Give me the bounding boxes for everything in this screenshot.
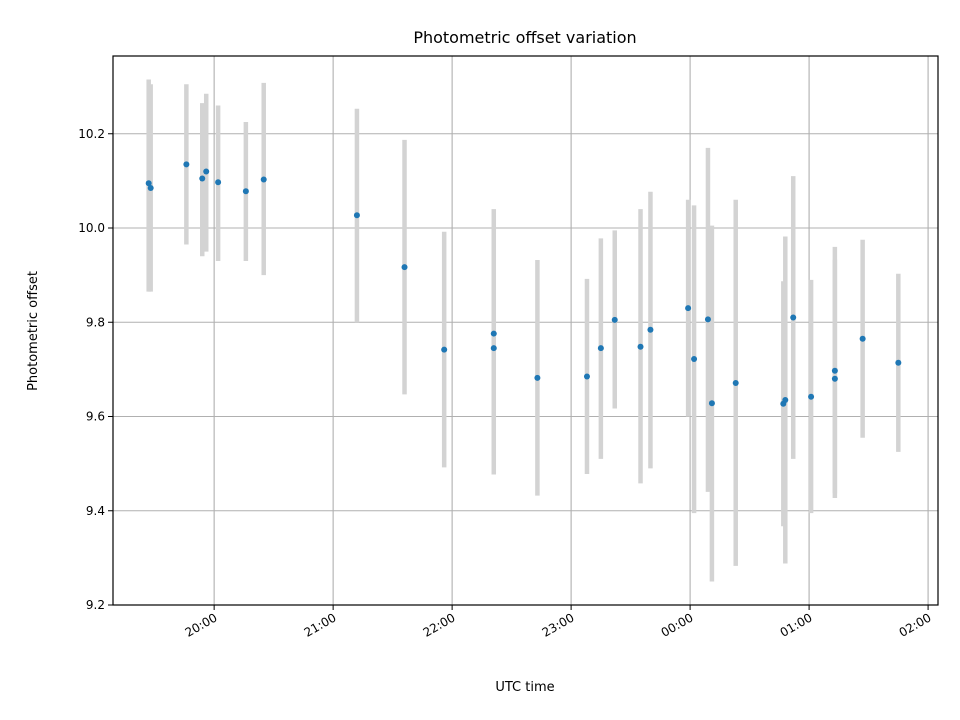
data-point xyxy=(831,367,838,374)
chart-title: Photometric offset variation xyxy=(413,28,636,47)
data-point xyxy=(203,168,210,175)
data-point xyxy=(199,175,206,182)
x-axis-label: UTC time xyxy=(495,680,554,695)
data-point xyxy=(732,380,739,387)
y-axis-ticks: 9.2 9.4 9.6 9.8 10.0 10.2 xyxy=(78,127,113,612)
data-point xyxy=(242,188,249,195)
data-point xyxy=(790,314,797,321)
y-tick-label: 9.6 xyxy=(86,410,105,424)
data-point xyxy=(145,180,152,187)
y-tick-label: 9.4 xyxy=(86,504,105,518)
data-markers xyxy=(145,161,902,407)
data-point xyxy=(708,400,715,407)
y-axis-label: Photometric offset xyxy=(26,271,41,391)
data-point xyxy=(808,393,815,400)
data-point xyxy=(260,176,267,183)
data-point xyxy=(859,335,866,342)
data-point xyxy=(441,346,448,353)
data-point xyxy=(490,330,497,337)
data-point xyxy=(691,356,698,363)
data-point xyxy=(597,345,604,352)
data-point xyxy=(183,161,190,168)
data-point xyxy=(831,375,838,382)
data-point xyxy=(353,212,360,219)
y-tick-label: 10.2 xyxy=(78,127,105,141)
y-tick-label: 10.0 xyxy=(78,221,105,235)
data-point xyxy=(637,343,644,350)
data-point xyxy=(704,316,711,323)
data-point xyxy=(782,397,789,404)
y-tick-label: 9.8 xyxy=(86,315,105,329)
axes-frame xyxy=(112,55,939,606)
data-point xyxy=(401,264,408,271)
data-point xyxy=(147,184,154,191)
data-point xyxy=(611,316,618,323)
data-point xyxy=(583,373,590,380)
data-point xyxy=(647,326,654,333)
data-point xyxy=(685,305,692,312)
y-tick-label: 9.2 xyxy=(86,598,105,612)
data-point xyxy=(895,359,902,366)
data-point xyxy=(215,179,222,186)
data-point xyxy=(534,374,541,381)
data-point xyxy=(490,345,497,352)
